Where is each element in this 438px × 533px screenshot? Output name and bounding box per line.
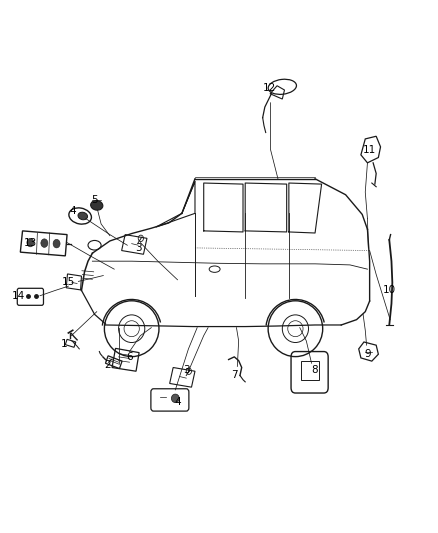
Text: 6: 6 <box>126 352 133 362</box>
Text: 15: 15 <box>62 278 75 287</box>
Text: 10: 10 <box>383 286 396 295</box>
Text: 12: 12 <box>263 83 276 93</box>
Text: 3: 3 <box>135 243 141 253</box>
Text: 4: 4 <box>69 206 76 216</box>
Text: 8: 8 <box>312 365 318 375</box>
Ellipse shape <box>27 238 34 247</box>
Text: 3: 3 <box>183 365 190 375</box>
Text: 1: 1 <box>61 338 67 349</box>
Ellipse shape <box>91 200 103 210</box>
Ellipse shape <box>171 394 179 402</box>
Text: 7: 7 <box>231 370 237 381</box>
Text: 9: 9 <box>364 349 371 359</box>
Text: 5: 5 <box>91 195 98 205</box>
Ellipse shape <box>78 212 88 220</box>
Text: 2: 2 <box>104 360 111 370</box>
Text: 13: 13 <box>24 238 37 247</box>
Text: 14: 14 <box>11 290 25 301</box>
Text: 11: 11 <box>363 144 376 155</box>
Ellipse shape <box>41 239 48 247</box>
Ellipse shape <box>53 239 60 248</box>
Text: 4: 4 <box>174 397 181 407</box>
